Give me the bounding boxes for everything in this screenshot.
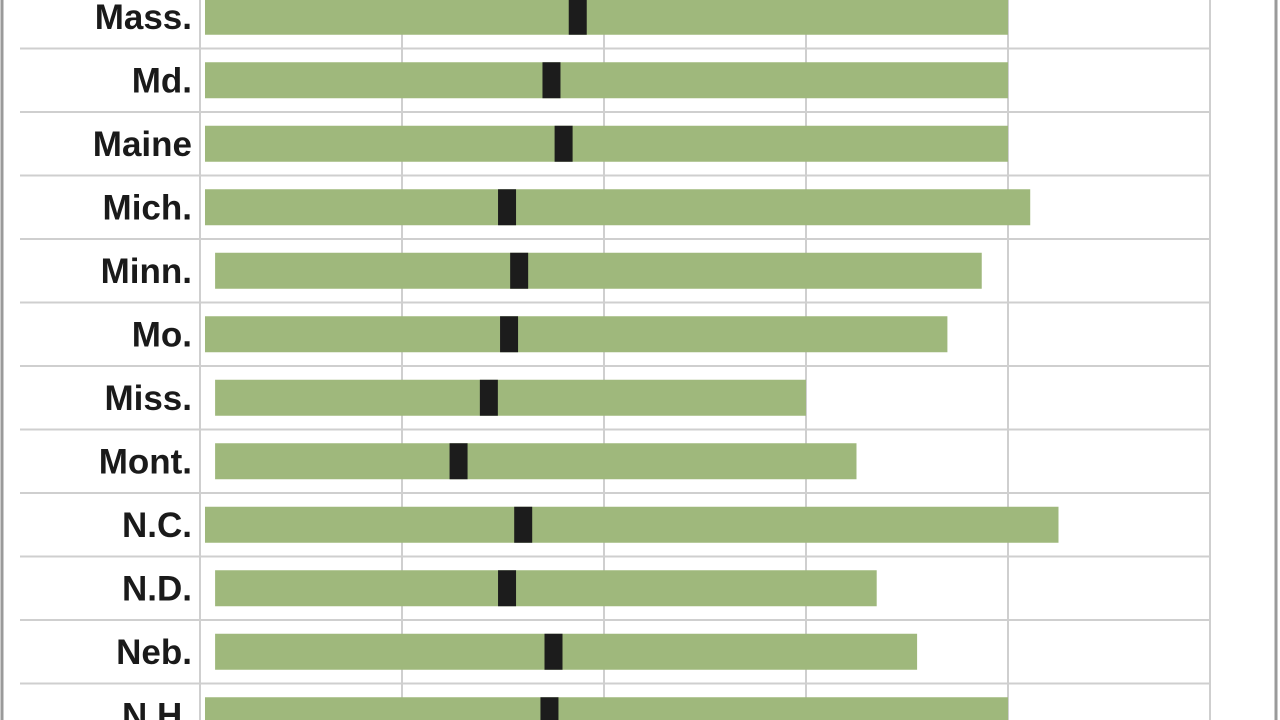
row-label-7: Mont. (99, 442, 192, 481)
bar-0 (205, 0, 1008, 35)
row-label-8: N.C. (122, 506, 192, 545)
row-label-0: Mass. (95, 0, 192, 37)
row-label-6: Miss. (104, 379, 192, 418)
marker-0 (568, 0, 587, 35)
marker-10 (544, 633, 563, 670)
bar-4 (215, 252, 982, 289)
row-dividers (20, 47, 1210, 685)
grid-lines (199, 0, 1211, 720)
bar-5 (205, 316, 948, 353)
row-label-3: Mich. (103, 188, 192, 227)
bar-7 (215, 443, 857, 480)
marker-3 (498, 189, 517, 226)
row-label-9: N.D. (122, 569, 192, 608)
marker-5 (500, 316, 519, 353)
marker-6 (479, 379, 498, 416)
bar-6 (215, 379, 807, 416)
row-labels: Mass. Md. Maine Mich. Minn. Mo. Miss. Mont. N.C.… (93, 0, 192, 720)
bar-9 (215, 570, 877, 607)
marker-2 (554, 125, 573, 162)
row-label-5: Mo. (132, 315, 192, 354)
row-label-2: Maine (93, 125, 192, 164)
markers (449, 0, 587, 720)
bar-3 (205, 189, 1031, 226)
marker-1 (542, 62, 561, 99)
marker-11 (540, 697, 559, 720)
bar-1 (205, 62, 1008, 99)
marker-7 (449, 443, 468, 480)
bar-10 (215, 633, 918, 670)
marker-9 (498, 570, 517, 607)
marker-4 (510, 252, 529, 289)
row-label-11: N.H. (122, 696, 192, 720)
bar-8 (205, 506, 1059, 543)
bar-11 (205, 697, 1008, 720)
row-label-4: Minn. (101, 252, 192, 291)
row-label-1: Md. (132, 61, 192, 100)
bar-2 (205, 125, 1008, 162)
bars (205, 0, 1059, 720)
row-label-10: Neb. (116, 633, 192, 672)
marker-8 (514, 506, 533, 543)
